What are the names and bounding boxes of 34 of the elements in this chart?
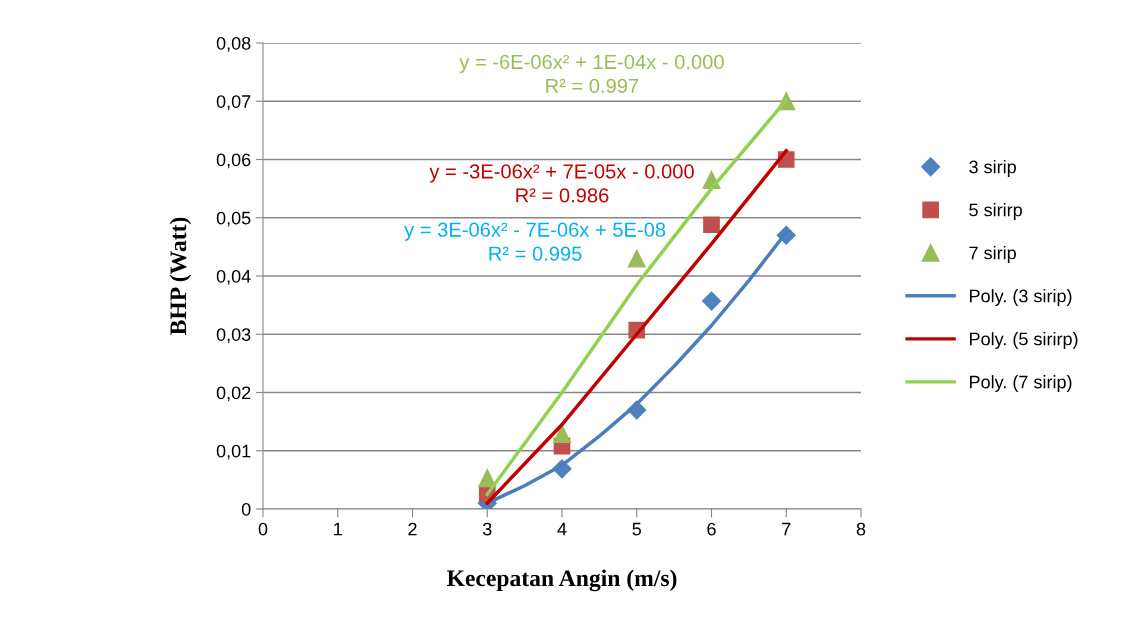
point	[478, 469, 497, 488]
legend-label: 3 sirip	[969, 160, 1016, 177]
legend-label: Poly. (5 sirirp)	[970, 332, 1078, 349]
annotation: y = -3E-06x² + 7E-05x - 0.000 R² = 0.986	[429, 164, 694, 203]
x-tick-label: 0	[258, 522, 268, 536]
x-tick-label: 1	[334, 522, 342, 536]
y-tick-label: 0,03	[216, 328, 251, 344]
y-tick-label: 0,05	[216, 211, 251, 227]
y-tick-label: 0,02	[216, 386, 251, 402]
legend-label: 5 sirirp	[969, 203, 1022, 220]
legend-label: Poly. (7 sirip)	[970, 375, 1072, 392]
legend-label: Poly. (3 sirip)	[970, 289, 1072, 306]
point	[552, 424, 572, 443]
y-tick-label: 0	[241, 502, 251, 516]
point	[703, 216, 720, 234]
x-tick-label: 6	[707, 522, 716, 536]
annotation: y = -6E-06x² + 1E-04x - 0.000 R² = 0.997	[459, 54, 724, 93]
x-tick-label: 8	[856, 522, 866, 536]
y-tick-label: 0,06	[216, 153, 251, 169]
y-tick-label: 0,01	[216, 444, 251, 460]
annotation: y = 3E-06x² - 7E-06x + 5E-08 R² = 0.995	[404, 222, 666, 261]
y-tick-label: 0,08	[216, 36, 251, 52]
x-tick-label: 3	[482, 522, 492, 536]
x-tick-label: 2	[408, 522, 417, 536]
point	[701, 291, 722, 311]
x-tick-label: 4	[557, 522, 567, 536]
legend-label: 7 sirip	[969, 246, 1016, 263]
y-tick-label: 0,04	[216, 269, 251, 285]
x-tick-label: 5	[632, 522, 642, 536]
y-axis-title: BHP (Watt)	[169, 217, 192, 335]
x-axis-title: Kecepatan Angin (m/s)	[446, 569, 677, 592]
y-tick-label: 0,07	[216, 95, 251, 111]
point	[627, 249, 646, 268]
x-tick-label: 7	[782, 522, 791, 536]
